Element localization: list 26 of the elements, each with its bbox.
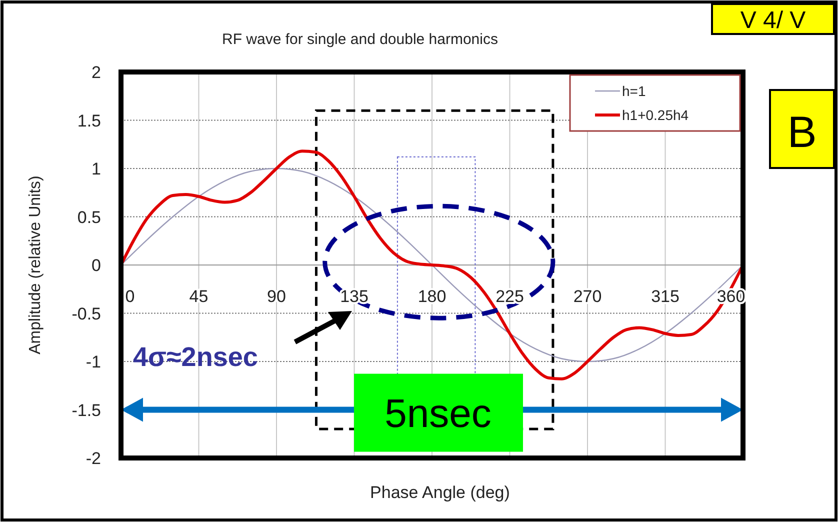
annotation: 4σ≈2nsec [133, 342, 258, 372]
x-tick-label: 135 [340, 287, 368, 306]
text: B [787, 108, 817, 157]
y-axis-title: Amplitude (relative Units) [27, 176, 44, 354]
y-tick-label: 2 [92, 63, 101, 82]
x-tick-label: 225 [496, 287, 524, 306]
y-tick-label: 1 [92, 160, 101, 178]
x-tick-label: 270 [573, 287, 602, 306]
x-tick-label: 0 [125, 287, 135, 306]
y-tick-label: 0 [92, 256, 101, 275]
legend-label: h1+0.25h4 [622, 107, 689, 123]
x-axis-title: Phase Angle (deg) [370, 483, 510, 502]
chart-title: RF wave for single and double harmonics [222, 31, 498, 48]
y-tick-label: -1.5 [72, 400, 101, 420]
y-tick-label: 1.5 [77, 111, 101, 130]
x-tick-label: 45 [189, 287, 208, 306]
text: V 4/ V [740, 7, 806, 34]
y-tick-label: -1 [86, 352, 101, 372]
x-tick-label: 180 [418, 287, 446, 306]
legend-label: h=1 [622, 83, 646, 99]
y-tick-label: 0.5 [77, 208, 101, 227]
y-tick-label: -0.5 [72, 304, 101, 324]
ref-line-label: 5nsec [384, 392, 492, 436]
x-tick-label: 315 [651, 287, 680, 306]
x-tick-label: 90 [267, 287, 286, 306]
y-tick-label: -2 [86, 449, 101, 468]
